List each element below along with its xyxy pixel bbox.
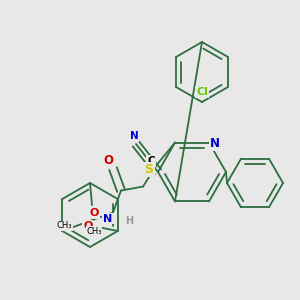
Text: H: H bbox=[125, 216, 133, 226]
Text: CH₃: CH₃ bbox=[57, 221, 73, 230]
Text: N: N bbox=[210, 137, 220, 150]
Text: O: O bbox=[89, 208, 99, 218]
Text: N: N bbox=[130, 131, 138, 141]
Text: O: O bbox=[103, 154, 113, 167]
Text: S: S bbox=[145, 163, 154, 176]
Text: Cl: Cl bbox=[196, 87, 208, 97]
Text: O: O bbox=[83, 221, 92, 231]
Text: C: C bbox=[147, 156, 155, 166]
Text: N: N bbox=[103, 214, 112, 224]
Text: CH₃: CH₃ bbox=[86, 226, 102, 236]
